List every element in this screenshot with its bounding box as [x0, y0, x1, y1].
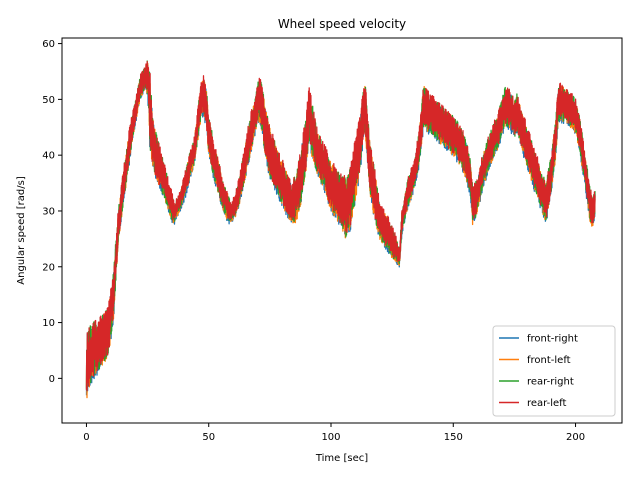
- legend-entry: front-right: [527, 334, 578, 345]
- series-line-rear-left: [85, 60, 596, 392]
- y-tick-label: 40: [42, 151, 55, 162]
- series-layer: [85, 60, 596, 399]
- legend-entry: front-left: [527, 355, 571, 366]
- legend-entry: rear-right: [527, 377, 574, 388]
- x-tick-label: 50: [202, 432, 215, 443]
- legend: front-right front-left rear-right rear-left: [492, 325, 616, 417]
- legend-box: [492, 325, 616, 417]
- y-tick-label: 10: [42, 318, 55, 329]
- y-tick-label: 20: [42, 262, 55, 273]
- y-tick-label: 60: [42, 39, 55, 50]
- x-axis-label: Time [sec]: [315, 453, 368, 464]
- x-tick-label: 150: [444, 432, 463, 443]
- y-tick-label: 30: [42, 206, 55, 217]
- plot-frame: [61, 37, 623, 424]
- x-axis: 0 50 100 150 200: [83, 423, 585, 443]
- x-tick-label: 200: [566, 432, 585, 443]
- x-tick-label: 100: [321, 432, 340, 443]
- y-tick-label: 50: [42, 95, 55, 106]
- y-axis-label: Angular speed [rad/s]: [16, 176, 27, 285]
- legend-entry: rear-left: [527, 398, 567, 409]
- x-tick-label: 0: [83, 432, 89, 443]
- y-axis: 0 10 20 30 40 50 60: [42, 39, 62, 385]
- chart-title: Wheel speed velocity: [278, 17, 406, 31]
- y-tick-label: 0: [49, 374, 55, 385]
